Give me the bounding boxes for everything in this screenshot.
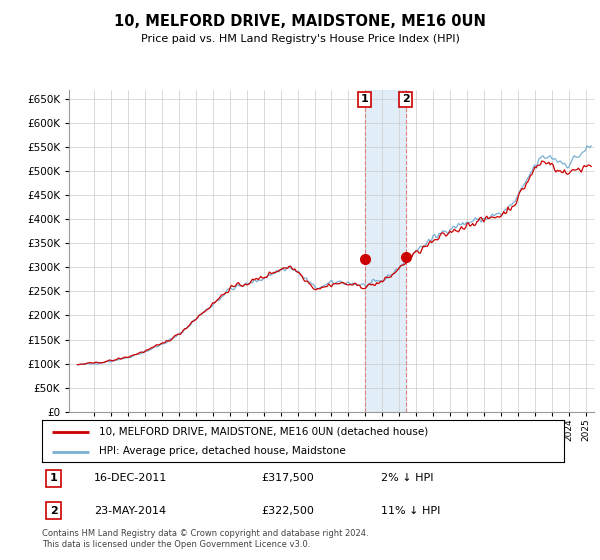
Text: £322,500: £322,500 — [261, 506, 314, 516]
Text: Contains HM Land Registry data © Crown copyright and database right 2024.
This d: Contains HM Land Registry data © Crown c… — [42, 529, 368, 549]
Text: 2% ↓ HPI: 2% ↓ HPI — [382, 473, 434, 483]
Bar — [365, 90, 406, 412]
Text: 2: 2 — [50, 506, 58, 516]
Text: £317,500: £317,500 — [261, 473, 314, 483]
Text: Price paid vs. HM Land Registry's House Price Index (HPI): Price paid vs. HM Land Registry's House … — [140, 34, 460, 44]
Text: 11% ↓ HPI: 11% ↓ HPI — [382, 506, 440, 516]
Text: 10, MELFORD DRIVE, MAIDSTONE, ME16 0UN (detached house): 10, MELFORD DRIVE, MAIDSTONE, ME16 0UN (… — [100, 427, 428, 437]
Text: 10, MELFORD DRIVE, MAIDSTONE, ME16 0UN: 10, MELFORD DRIVE, MAIDSTONE, ME16 0UN — [114, 14, 486, 29]
Text: 23-MAY-2014: 23-MAY-2014 — [94, 506, 166, 516]
Text: HPI: Average price, detached house, Maidstone: HPI: Average price, detached house, Maid… — [100, 446, 346, 456]
Text: 16-DEC-2011: 16-DEC-2011 — [94, 473, 167, 483]
Text: 1: 1 — [50, 473, 58, 483]
Text: 2: 2 — [401, 95, 409, 104]
Text: 1: 1 — [361, 95, 368, 104]
